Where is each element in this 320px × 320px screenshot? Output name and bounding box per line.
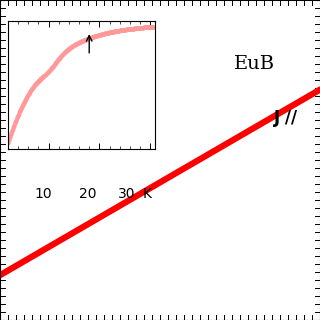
Text: K: K	[142, 187, 151, 201]
Text: EuB: EuB	[234, 55, 275, 73]
Text: 30: 30	[118, 187, 135, 201]
Text: J //: J //	[274, 109, 298, 127]
Text: 20: 20	[79, 187, 97, 201]
Text: 10: 10	[34, 187, 52, 201]
